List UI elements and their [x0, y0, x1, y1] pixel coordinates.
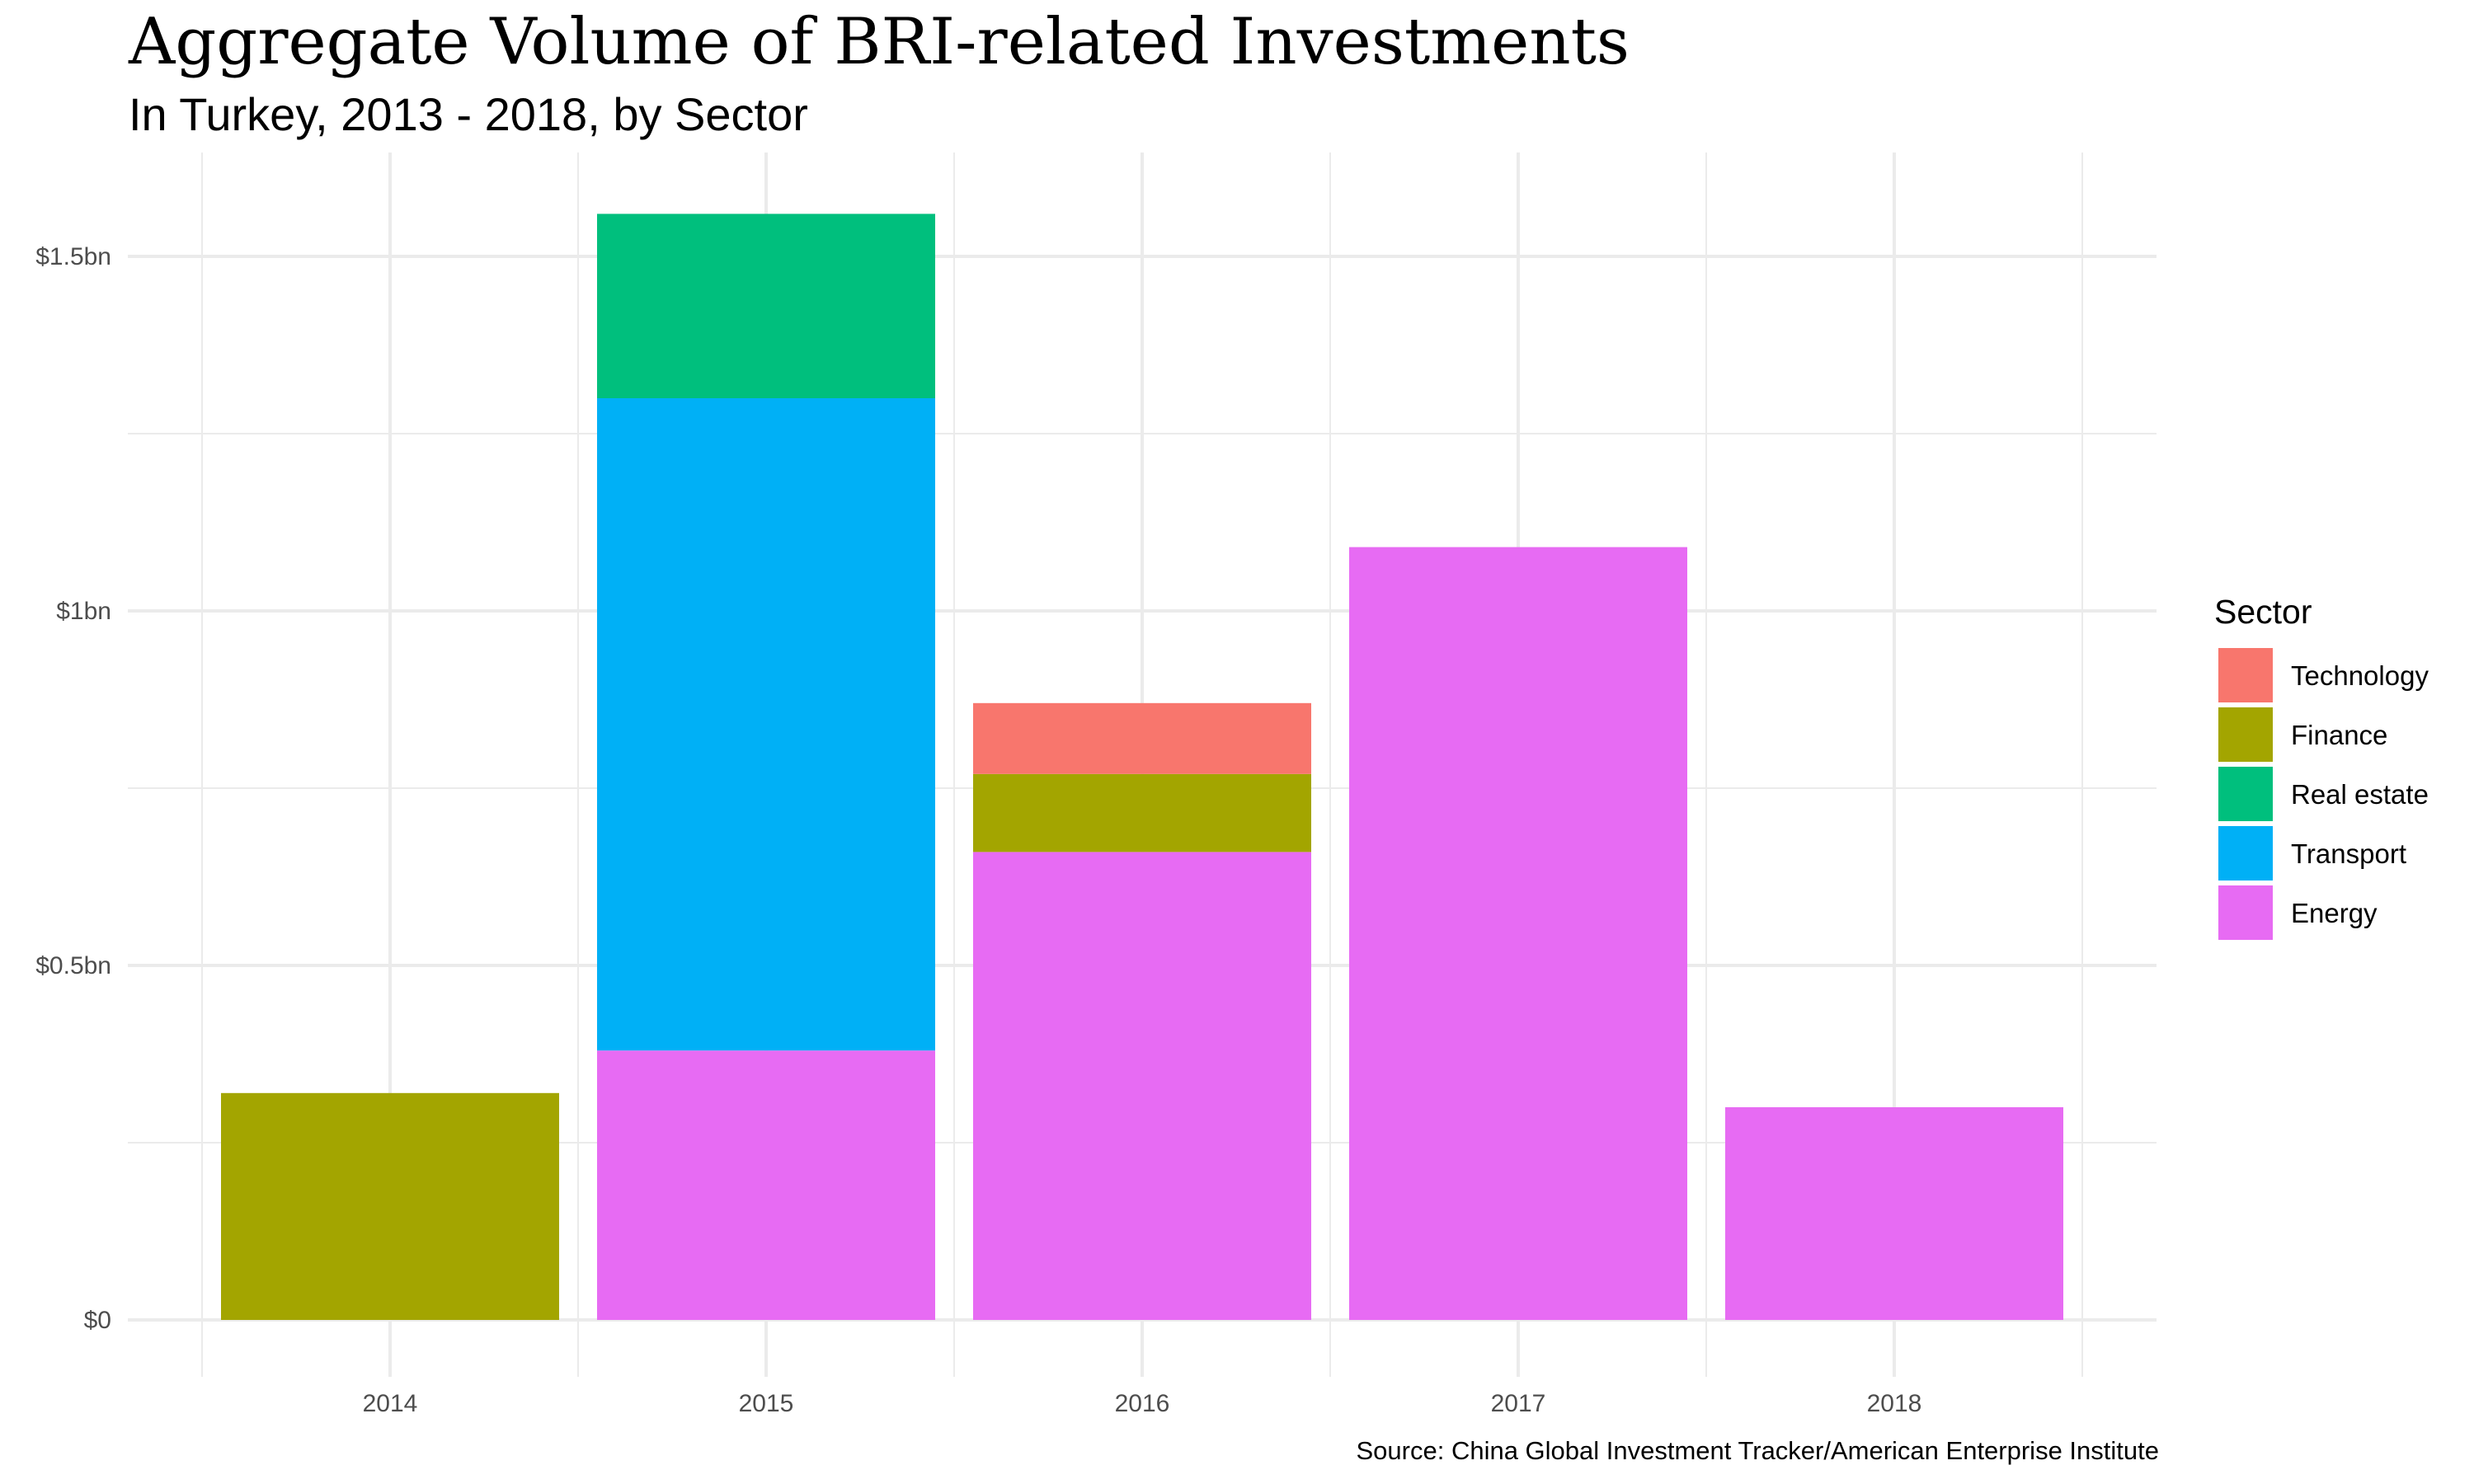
legend-swatch	[2218, 885, 2273, 940]
legend-label: Technology	[2291, 660, 2429, 691]
y-axis: $0 $0.5bn $1bn $1.5bn	[35, 243, 111, 1334]
bar-finance-2016	[973, 773, 1311, 852]
y-tick-label: $0.5bn	[35, 952, 111, 979]
bar-real-estate-2015	[597, 214, 935, 398]
bar-energy-2017	[1349, 547, 1687, 1320]
x-tick-label: 2016	[1115, 1390, 1170, 1417]
y-tick-label: $1.5bn	[35, 243, 111, 270]
legend-swatch	[2218, 707, 2273, 762]
x-tick-label: 2015	[739, 1390, 794, 1417]
x-tick-label: 2018	[1867, 1390, 1922, 1417]
legend-item-technology: Technology	[2218, 648, 2429, 702]
x-tick-label: 2014	[363, 1390, 418, 1417]
y-tick-label: $1bn	[56, 598, 111, 625]
bar-technology-2016	[973, 702, 1311, 774]
x-axis: 2014 2015 2016 2017 2018	[363, 1390, 1922, 1417]
chart-caption: Source: China Global Investment Tracker/…	[1356, 1436, 2160, 1465]
bar-energy-2018	[1725, 1107, 2063, 1320]
bar-transport-2015	[597, 398, 935, 1051]
bar-finance-2014	[221, 1092, 559, 1320]
bar-energy-2016	[973, 852, 1311, 1320]
legend-label: Real estate	[2291, 779, 2429, 810]
legend-label: Finance	[2291, 720, 2387, 750]
legend-label: Energy	[2291, 898, 2378, 928]
legend-item-finance: Finance	[2218, 707, 2387, 762]
bar-stacks	[221, 214, 2063, 1320]
chart-subtitle: In Turkey, 2013 - 2018, by Sector	[129, 88, 808, 140]
legend-title: Sector	[2214, 593, 2312, 631]
legend-swatch	[2218, 648, 2273, 702]
chart-title: Aggregate Volume of BRI-related Investme…	[129, 5, 1630, 79]
y-tick-label: $0	[84, 1307, 111, 1334]
legend-item-real-estate: Real estate	[2218, 767, 2429, 821]
legend-label: Transport	[2291, 838, 2406, 869]
legend-item-energy: Energy	[2218, 885, 2378, 940]
legend-item-transport: Transport	[2218, 826, 2406, 881]
legend-swatch	[2218, 767, 2273, 821]
legend-swatch	[2218, 826, 2273, 881]
legend: Sector Technology Finance Real estate Transp…	[2214, 593, 2429, 940]
bar-energy-2015	[597, 1050, 935, 1320]
x-tick-label: 2017	[1491, 1390, 1546, 1417]
